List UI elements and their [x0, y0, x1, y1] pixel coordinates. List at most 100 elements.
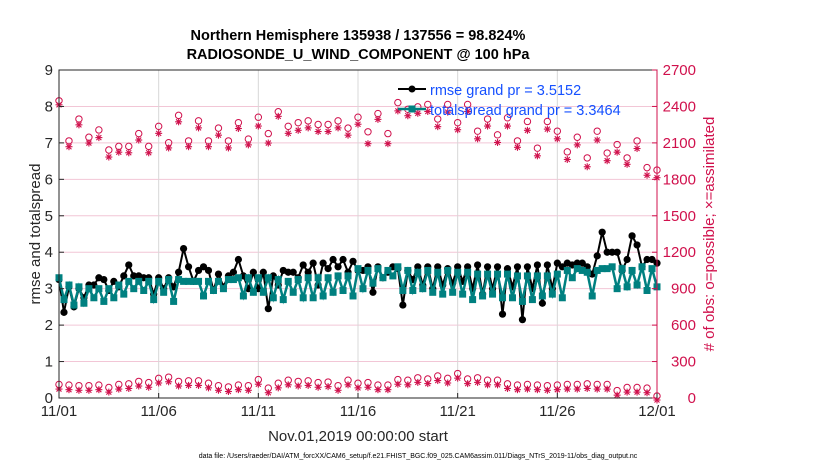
obs-possible-marker: [473, 127, 482, 135]
obs-assimilated-marker: [155, 379, 163, 387]
asterisk-stroke: [86, 387, 92, 394]
obs-possible-marker: [543, 117, 552, 126]
y-tick-label: 0: [45, 390, 53, 407]
totalspread-marker: [643, 286, 651, 294]
totalspread-marker: [329, 288, 337, 296]
totalspread-marker: [474, 270, 482, 278]
series-lines: [55, 228, 661, 324]
asterisk-stroke: [394, 381, 401, 388]
rmse-marker: [304, 268, 312, 276]
totalspread-marker: [190, 277, 198, 285]
totalspread-marker: [170, 297, 178, 305]
obs-assimilated-marker: [105, 388, 113, 396]
asterisk-stroke: [105, 154, 112, 160]
obs-assimilated-marker: [274, 384, 282, 392]
totalspread-marker: [499, 294, 507, 302]
obs-assimilated-marker: [234, 386, 242, 394]
asterisk-stroke: [275, 384, 282, 391]
totalspread-marker: [558, 294, 566, 302]
asterisk-stroke: [125, 385, 132, 392]
asterisk-stroke: [554, 135, 561, 142]
obs-possible-marker: [314, 120, 322, 129]
totalspread-marker: [633, 281, 641, 289]
x-tick-label: 12/01: [638, 403, 676, 420]
obs-assimilated-marker: [254, 380, 262, 388]
asterisk-stroke: [464, 380, 471, 387]
totalspread-marker: [135, 277, 143, 285]
y2-tick-label: 2100: [663, 135, 696, 152]
totalspread-marker: [105, 285, 113, 293]
obs-possible-marker: [613, 140, 621, 149]
rmse-marker: [503, 265, 512, 273]
obs-possible-marker: [284, 122, 292, 131]
totalspread-marker: [419, 285, 427, 293]
obs-assimilated-marker: [583, 384, 591, 392]
asterisk-stroke: [434, 123, 441, 130]
asterisk-stroke: [265, 389, 272, 396]
asterisk-stroke: [514, 386, 521, 393]
totalspread-marker: [409, 286, 417, 294]
y2-tick-label: 600: [671, 317, 696, 334]
asterisk-stroke: [275, 113, 282, 120]
asterisk-stroke: [135, 383, 142, 389]
chart-title-line2: RADIOSONDE_U_WIND_COMPONENT @ 100 hPa: [187, 47, 531, 63]
obs-assimilated-marker: [603, 157, 611, 165]
totalspread-marker: [374, 265, 382, 273]
rmse-marker: [623, 255, 631, 264]
obs-assimilated-marker: [175, 118, 183, 126]
asterisk-stroke: [145, 149, 152, 156]
asterisk-stroke: [255, 123, 262, 129]
totalspread-marker: [274, 276, 282, 284]
asterisk-stroke: [66, 386, 72, 393]
rmse-marker: [60, 308, 68, 316]
legend-rmse-label: rmse grand pr = 3.5152: [430, 83, 581, 99]
obs-assimilated-marker: [214, 131, 222, 139]
obs-assimilated-marker: [135, 382, 143, 390]
totalspread-marker: [180, 277, 188, 285]
obs-assimilated-marker: [185, 381, 193, 389]
totalspread-marker: [484, 270, 492, 278]
totalspread-marker: [200, 292, 208, 300]
asterisk-stroke: [115, 149, 122, 156]
asterisk-stroke: [325, 383, 331, 390]
rmse-marker: [573, 259, 581, 267]
obs-assimilated-marker: [105, 153, 113, 161]
obs-assimilated-marker: [494, 381, 502, 389]
asterisk-stroke: [534, 152, 541, 159]
y2-tick-label: 1500: [663, 208, 696, 225]
rmse-marker: [334, 263, 342, 271]
rmse-marker: [578, 259, 586, 267]
asterisk-stroke: [604, 386, 611, 392]
asterisk-stroke: [295, 383, 302, 389]
asterisk-stroke: [494, 139, 501, 146]
obs-assimilated-marker: [324, 128, 332, 136]
x-tick-label: 11/06: [140, 403, 176, 420]
rmse-marker: [199, 263, 208, 271]
obs-possible-marker: [75, 115, 83, 123]
y2-tick-label: 1200: [663, 244, 696, 261]
obs-assimilated-marker: [573, 385, 581, 393]
rmse-marker: [339, 255, 347, 264]
obs-assimilated-marker: [513, 386, 521, 394]
totalspread-marker: [249, 288, 257, 296]
totalspread-marker: [175, 276, 183, 284]
obs-possible-marker: [105, 146, 113, 154]
rmse-marker: [603, 248, 611, 256]
obs-assimilated-marker: [115, 148, 123, 156]
obs-assimilated-marker: [454, 374, 462, 382]
rmse-marker: [204, 266, 213, 275]
obs-assimilated-marker: [464, 107, 472, 115]
totalspread-marker: [314, 274, 322, 282]
asterisk-stroke: [245, 141, 252, 148]
asterisk-stroke: [235, 386, 242, 393]
obs-assimilated-marker: [195, 124, 203, 132]
totalspread-marker: [229, 276, 237, 284]
obs-assimilated-marker: [125, 149, 133, 157]
asterisk-stroke: [285, 381, 292, 388]
rmse-marker: [324, 265, 332, 273]
rmse-marker: [194, 266, 203, 275]
totalspread-marker: [354, 265, 362, 273]
totalspread-marker: [239, 292, 247, 300]
totalspread-marker: [90, 294, 98, 302]
obs-possible-marker: [324, 120, 332, 129]
